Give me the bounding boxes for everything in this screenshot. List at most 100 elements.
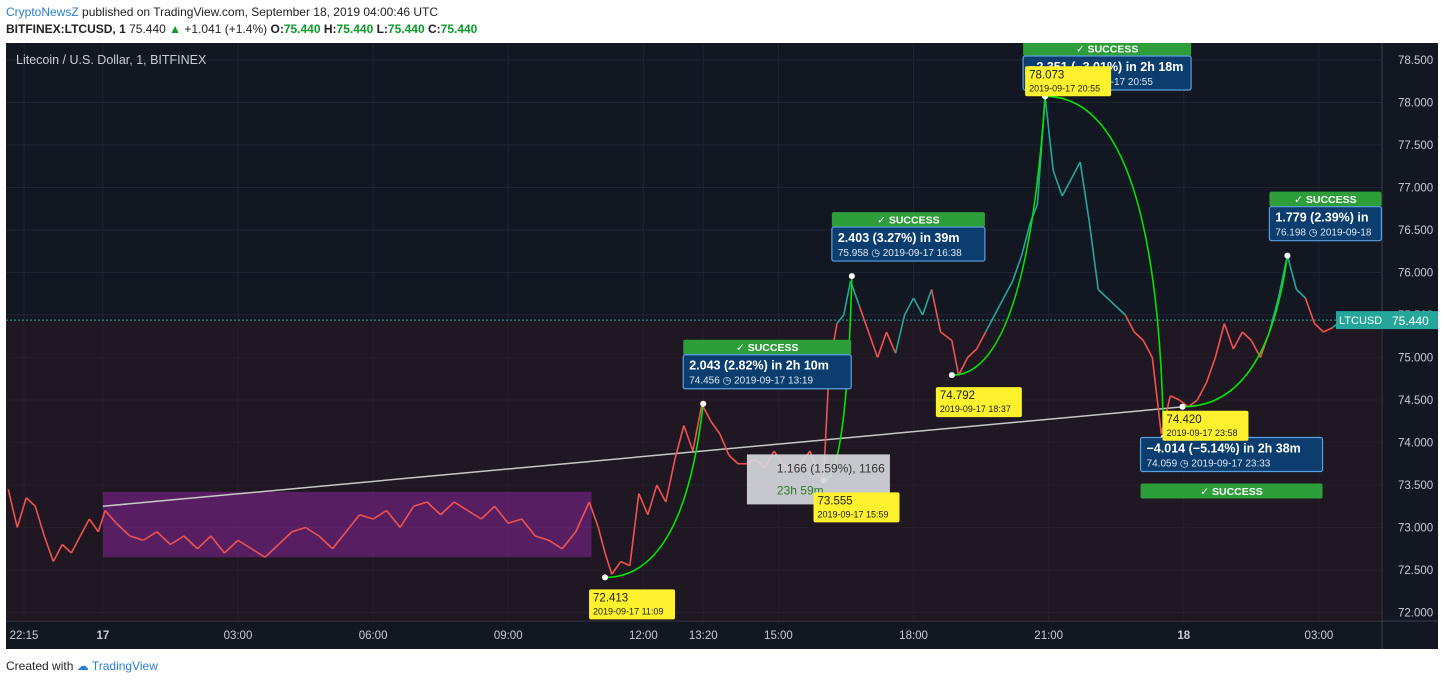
price-segment bbox=[1044, 96, 1054, 171]
price-segment bbox=[867, 331, 879, 358]
price-segment bbox=[223, 539, 239, 554]
price-segment bbox=[399, 505, 415, 528]
ohlc-line: BITFINEX:LTCUSD, 1 75.440 ▲ +1.041 (+1.4… bbox=[6, 22, 477, 36]
success-badge: ✓ SUCCESS bbox=[831, 212, 985, 228]
price-segment bbox=[61, 543, 72, 554]
price-segment bbox=[507, 518, 522, 525]
price-segment bbox=[597, 527, 606, 554]
price-segment bbox=[683, 425, 694, 452]
pivot-label-date: 2019-09-17 23:58 bbox=[1166, 428, 1237, 438]
price-segment bbox=[957, 357, 969, 376]
y-tick-label: 76.000 bbox=[1398, 268, 1433, 280]
pivot-label: 74.420 2019-09-17 23:58 bbox=[1162, 410, 1249, 441]
pivot-label-bg bbox=[935, 387, 1022, 418]
price-segment bbox=[1097, 288, 1108, 299]
result-label: −4.014 (−5.14%) in 2h 38m 74.059 ◷ 2019-0… bbox=[1139, 436, 1324, 473]
price-segment bbox=[1286, 255, 1298, 290]
price-segment bbox=[620, 560, 631, 567]
result-label: 2.403 (3.27%) in 39m 75.958 ◷ 2019-09-17 … bbox=[831, 226, 986, 262]
author-link[interactable]: CryptoNewsZ bbox=[6, 5, 79, 19]
price-segment bbox=[930, 289, 942, 333]
pivot-label-price: 72.413 bbox=[593, 592, 628, 604]
price-segment bbox=[1088, 221, 1100, 290]
price-segment bbox=[97, 510, 106, 532]
measure-line2: 23h 59m bbox=[777, 483, 824, 497]
price-change: +1.041 (+1.4%) bbox=[184, 22, 268, 36]
pivot-label-date: 2019-09-17 15:59 bbox=[817, 509, 888, 519]
price-tag-text: 75.440 bbox=[1392, 314, 1429, 328]
success-badge-text: ✓ SUCCESS bbox=[1076, 44, 1138, 56]
price-segment bbox=[385, 510, 401, 528]
price-segment bbox=[494, 505, 509, 524]
pivot-label-price: 78.073 bbox=[1029, 69, 1064, 81]
price-segment bbox=[104, 509, 117, 524]
symbol-tag-bg bbox=[1336, 311, 1382, 330]
price-segment bbox=[1313, 322, 1324, 333]
result-label: 1.779 (2.39%) in 76.198 ◷ 2019-09-18 bbox=[1268, 206, 1383, 242]
price-chart[interactable]: 78.50078.00077.50077.00076.50076.00075.5… bbox=[6, 41, 1438, 649]
price-segment bbox=[34, 506, 46, 537]
y-tick-label: 77.000 bbox=[1398, 183, 1433, 195]
price-segment bbox=[665, 459, 676, 503]
pivot-label-bg bbox=[1162, 410, 1249, 441]
range-box bbox=[102, 491, 592, 558]
x-tick-label: 21:00 bbox=[1034, 630, 1063, 642]
price-segment bbox=[656, 484, 667, 503]
success-badge: ✓ SUCCESS bbox=[1269, 191, 1382, 207]
forecast-arc bbox=[1182, 255, 1289, 408]
pivot-label: 78.073 2019-09-17 20:55 bbox=[1025, 66, 1112, 97]
pivot-label-bg bbox=[1025, 66, 1112, 97]
price-segment bbox=[975, 331, 987, 350]
price-segment bbox=[413, 501, 428, 508]
pivot-label: 73.555 2019-09-17 15:59 bbox=[813, 492, 900, 523]
tradingview-link[interactable]: TradingView bbox=[91, 659, 158, 673]
y-tick-label: 73.000 bbox=[1398, 523, 1433, 535]
price-segment bbox=[480, 505, 496, 520]
x-tick-label: 06:00 bbox=[359, 630, 388, 642]
price-segment bbox=[1070, 161, 1081, 180]
price-segment bbox=[951, 340, 960, 376]
price-segment bbox=[453, 501, 469, 512]
price-segment bbox=[611, 561, 622, 575]
y-tick-label: 78.000 bbox=[1398, 98, 1433, 110]
price-segment bbox=[169, 535, 185, 546]
x-tick-label: 13:20 bbox=[689, 630, 718, 642]
tradingview-logo-icon[interactable]: ☁ bbox=[76, 659, 89, 673]
price-segment bbox=[305, 526, 320, 537]
price-segment bbox=[1187, 399, 1198, 408]
success-badge-bg bbox=[1269, 191, 1382, 207]
price-segment bbox=[43, 535, 55, 562]
success-badge-bg bbox=[1023, 41, 1192, 56]
price-segment bbox=[912, 297, 924, 316]
pivot-label-bg bbox=[589, 589, 676, 620]
price-segment bbox=[1178, 399, 1189, 408]
price-segment bbox=[1232, 331, 1244, 350]
success-badge: ✓ SUCCESS bbox=[683, 339, 852, 355]
success-badge-bg bbox=[683, 339, 852, 355]
price-segment bbox=[1323, 327, 1333, 333]
symbol-tag-text: LTCUSD bbox=[1339, 315, 1382, 327]
price-segment bbox=[291, 526, 306, 533]
price-segment bbox=[967, 348, 978, 359]
success-badge: ✓ SUCCESS bbox=[1023, 41, 1192, 56]
forecast-arc bbox=[1045, 95, 1165, 438]
price-segment bbox=[142, 531, 158, 541]
chart-panel[interactable]: 78.50078.00077.50077.00076.50076.00075.5… bbox=[6, 41, 1438, 649]
result-label-main: −4.014 (−5.14%) in 2h 38m bbox=[1147, 441, 1301, 455]
price-segment bbox=[345, 514, 361, 533]
result-label-main: 2.043 (2.82%) in 2h 10m bbox=[689, 359, 829, 373]
price-segment bbox=[88, 518, 99, 533]
price-segment bbox=[575, 501, 591, 533]
price-segment bbox=[534, 535, 549, 542]
result-label-sub: 74.456 ◷ 2019-09-17 13:19 bbox=[689, 376, 813, 387]
pivot-dot bbox=[602, 574, 609, 581]
price-segment bbox=[842, 280, 852, 316]
price-segment bbox=[993, 297, 1005, 316]
success-badge: ✓ SUCCESS bbox=[1140, 483, 1323, 499]
open-value: 75.440 bbox=[283, 22, 321, 36]
price-segment bbox=[16, 497, 28, 528]
pivot-label: 72.413 2019-09-17 11:09 bbox=[589, 589, 676, 620]
pivot-label-price: 73.555 bbox=[817, 495, 852, 507]
created-with-label: Created with bbox=[6, 659, 74, 673]
x-tick-label: 03:00 bbox=[224, 630, 253, 642]
